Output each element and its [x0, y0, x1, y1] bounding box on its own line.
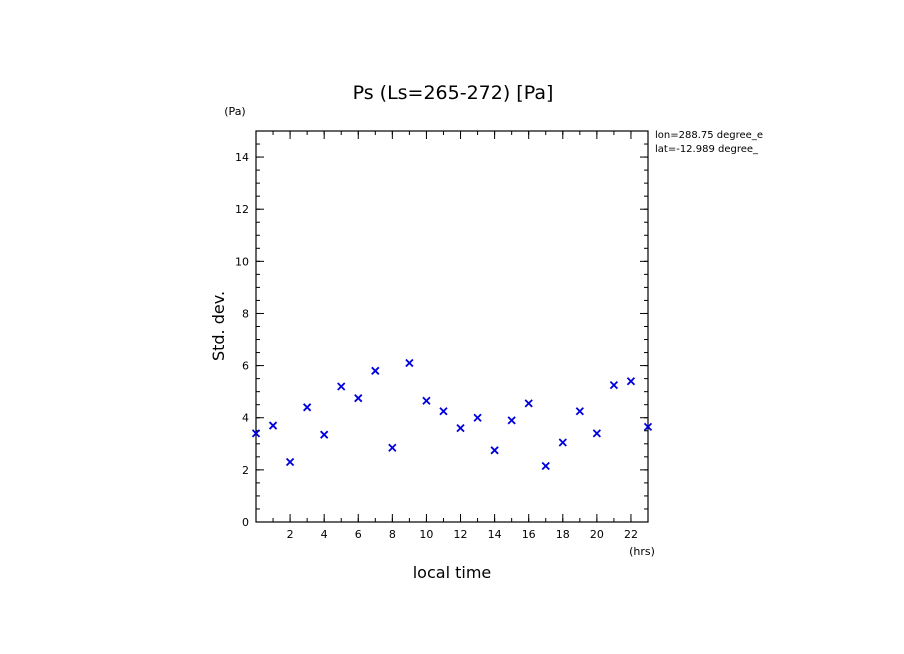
data-point	[524, 399, 533, 408]
data-point	[371, 366, 380, 375]
x-tick-label: 8	[389, 528, 396, 541]
data-point	[320, 430, 329, 439]
x-tick-label: 14	[488, 528, 502, 541]
chart-title: Ps (Ls=265-272) [Pa]	[353, 82, 554, 104]
data-point	[337, 382, 346, 391]
data-point	[285, 457, 295, 467]
data-point	[643, 422, 653, 431]
data-point	[439, 407, 448, 416]
x-tick-label: 10	[419, 528, 433, 541]
x-tick-label: 18	[556, 528, 570, 541]
data-point	[268, 421, 278, 430]
y-tick-label: 8	[242, 307, 249, 320]
y-tick-label: 2	[242, 464, 249, 477]
data-point	[507, 416, 516, 425]
y-tick-label: 4	[242, 412, 249, 425]
x-tick-label: 4	[321, 528, 328, 541]
y-axis-label: Std. dev.	[209, 291, 228, 361]
y-tick-label: 6	[242, 360, 249, 373]
y-unit-label: (Pa)	[224, 105, 245, 118]
data-point	[541, 461, 550, 471]
y-tick-label: 12	[235, 203, 249, 216]
annotation-lon: lon=288.75 degree_e	[655, 130, 763, 141]
x-tick-label: 16	[522, 528, 536, 541]
x-tick-label: 2	[287, 528, 294, 541]
data-point	[405, 358, 414, 368]
data-point	[302, 403, 312, 412]
data-point	[592, 429, 602, 438]
data-point	[473, 413, 482, 422]
data-point	[422, 396, 431, 405]
data-point	[456, 424, 465, 433]
plot-frame	[255, 130, 649, 523]
axes: 2 4 6 8 10 12 14 16 18 20 22 0 2 4 6 8 10 12 14	[235, 131, 648, 541]
y-tick-label: 10	[235, 255, 249, 268]
annotation-lat: lat=-12.989 degree_	[655, 144, 759, 155]
y-tick-label: 14	[235, 151, 249, 164]
x-tick-label: 20	[590, 528, 604, 541]
data-point	[626, 377, 636, 386]
data-point	[609, 381, 619, 390]
data-point	[575, 407, 584, 416]
annotation-clip	[779, 128, 904, 158]
data-points	[251, 358, 653, 471]
x-axis-label: local time	[413, 563, 492, 582]
data-point	[558, 438, 567, 447]
x-tick-label: 22	[624, 528, 638, 541]
y-tick-label: 0	[242, 516, 249, 529]
x-unit-label: (hrs)	[629, 545, 655, 558]
data-point	[251, 429, 261, 438]
data-point	[354, 394, 363, 403]
data-point	[388, 443, 397, 452]
x-tick-label: 12	[454, 528, 468, 541]
data-point	[490, 446, 499, 455]
x-tick-label: 6	[355, 528, 362, 541]
